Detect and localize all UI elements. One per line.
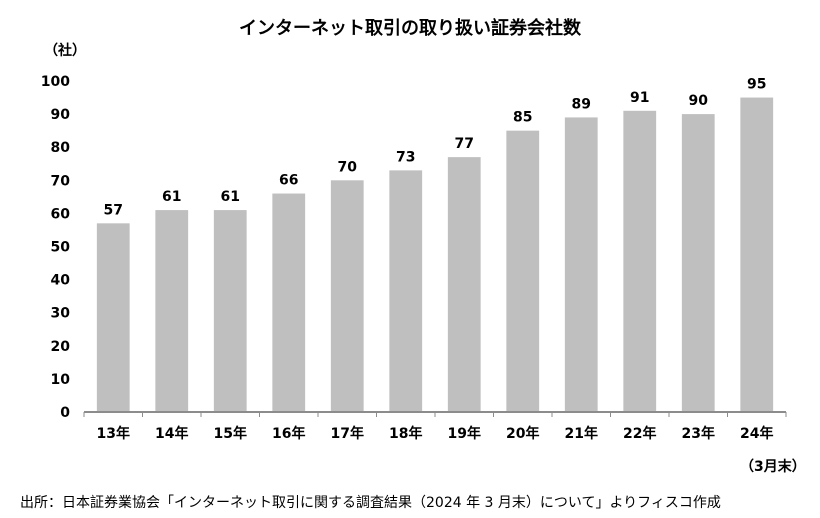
data-label: 91: [630, 90, 649, 106]
y-tick-label: 90: [51, 107, 71, 123]
y-tick-label: 80: [51, 140, 71, 156]
x-tick-label: 21年: [565, 425, 598, 442]
x-tick-label: 19年: [448, 425, 481, 442]
y-tick-label: 10: [51, 372, 71, 388]
y-tick-label: 20: [51, 339, 71, 355]
bar: [623, 110, 657, 412]
data-label: 57: [104, 202, 123, 218]
data-label: 70: [338, 159, 358, 175]
bar: [447, 157, 481, 412]
y-tick-label: 70: [51, 173, 71, 189]
data-label: 90: [689, 93, 709, 109]
data-label: 85: [513, 110, 532, 126]
y-tick-label: 50: [51, 240, 71, 256]
x-tick-label: 13年: [97, 425, 130, 442]
x-tick-label: 15年: [214, 425, 247, 442]
bar: [389, 170, 423, 412]
bar: [155, 210, 189, 412]
bar: [96, 223, 130, 412]
x-tick-label: 14年: [155, 425, 188, 442]
x-tick-label: 23年: [682, 425, 715, 442]
y-axis-ticks: 0 10 20 30 40 50 60 70 80 90 100: [41, 74, 70, 421]
bar: [330, 180, 364, 412]
data-label: 77: [455, 136, 474, 152]
y-tick-label: 0: [60, 405, 70, 421]
data-label: 66: [279, 173, 298, 189]
bar: [681, 114, 715, 412]
x-tick-label: 16年: [272, 425, 305, 442]
bars: 57 61 61 66 70 73 77 85 89 91 90 95: [96, 77, 774, 413]
x-tick-label: 18年: [389, 425, 422, 442]
data-label: 61: [221, 189, 240, 205]
y-tick-label: 30: [51, 306, 71, 322]
x-tick-label: 24年: [740, 425, 773, 442]
bar: [564, 117, 598, 412]
source-note: 出所：日本証券業協会「インターネット取引に関する調査結果（2024 年 3 月末…: [20, 495, 721, 511]
x-tick-label: 17年: [331, 425, 364, 442]
bar: [272, 193, 306, 412]
y-axis-unit-label: （社）: [44, 43, 86, 59]
data-label: 95: [747, 77, 766, 93]
x-axis-note: （3月末）: [740, 459, 806, 475]
data-label: 73: [396, 149, 415, 165]
bar: [506, 130, 540, 412]
y-tick-label: 40: [51, 273, 71, 289]
x-axis-ticks: 13年 14年 15年 16年 17年 18年 19年 20年 21年 22年 23年 24年: [83, 412, 787, 442]
data-label: 61: [162, 189, 181, 205]
x-tick-label: 20年: [506, 425, 539, 442]
chart-title: インターネット取引の取り扱い証券会社数: [239, 18, 581, 39]
data-label: 89: [572, 96, 591, 112]
bar: [213, 210, 247, 412]
x-tick-label: 22年: [623, 425, 656, 442]
y-tick-label: 60: [51, 206, 71, 222]
bar: [740, 97, 774, 413]
y-tick-label: 100: [41, 74, 70, 90]
